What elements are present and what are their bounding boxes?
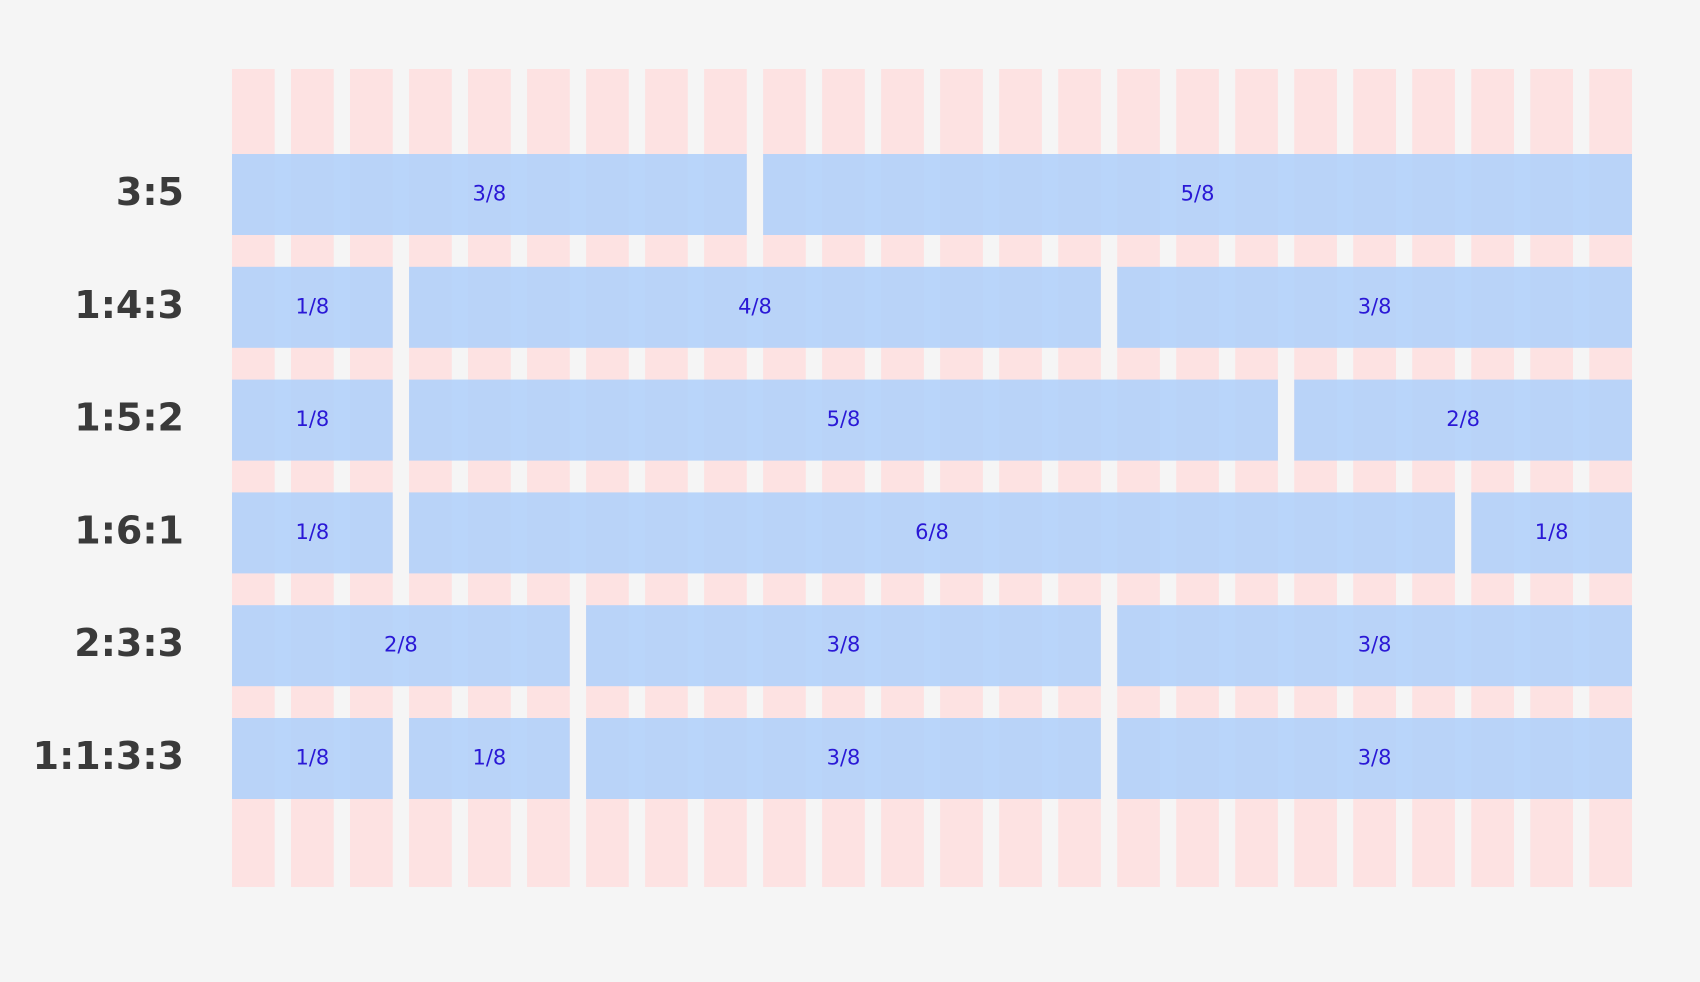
segment-label: 3/8 (1358, 294, 1392, 318)
segment-label: 4/8 (738, 294, 772, 318)
segment (1294, 379, 1632, 461)
segment (232, 154, 747, 235)
row-label: 1:1:3:3 (33, 734, 184, 778)
segment (232, 492, 393, 574)
segment (586, 718, 1101, 799)
segment-label: 1/8 (1535, 520, 1569, 544)
segment (763, 154, 1632, 235)
segment (586, 605, 1101, 687)
segment-label: 6/8 (915, 520, 949, 544)
segment-label: 3/8 (827, 746, 861, 770)
segment (232, 718, 393, 799)
segment-label: 1/8 (295, 746, 329, 770)
segment-label: 1/8 (295, 294, 329, 318)
row-label: 2:3:3 (74, 621, 184, 665)
segment-label: 5/8 (827, 407, 861, 431)
segment-label: 3/8 (827, 633, 861, 657)
segment-label: 2/8 (384, 633, 418, 657)
segment-label: 1/8 (473, 746, 507, 770)
segment (1117, 718, 1632, 799)
row-label: 1:4:3 (74, 283, 184, 327)
segment-label: 5/8 (1181, 182, 1215, 206)
row-label: 1:5:2 (74, 396, 184, 440)
segment-label: 2/8 (1446, 407, 1480, 431)
segment (1117, 605, 1632, 687)
segment-label: 3/8 (1358, 633, 1392, 657)
ratio-rows: 3:5 3/8 5/8 1:4:3 1/8 4/8 3/8 1:5:2 1/8 5/8 2/8 1:6… (33, 154, 1632, 799)
segment (409, 492, 1455, 574)
segment (232, 266, 393, 348)
segment (409, 718, 570, 799)
segment (1471, 492, 1632, 574)
segment (409, 379, 1278, 461)
segment-label: 3/8 (1358, 746, 1392, 770)
segment (409, 266, 1101, 348)
segment (1117, 266, 1632, 348)
segment (232, 605, 570, 687)
segment-label: 1/8 (295, 520, 329, 544)
row-label: 3:5 (116, 170, 184, 214)
segment (232, 379, 393, 461)
segment-label: 1/8 (295, 407, 329, 431)
row-label: 1:6:1 (74, 508, 184, 552)
segment-label: 3/8 (473, 182, 507, 206)
